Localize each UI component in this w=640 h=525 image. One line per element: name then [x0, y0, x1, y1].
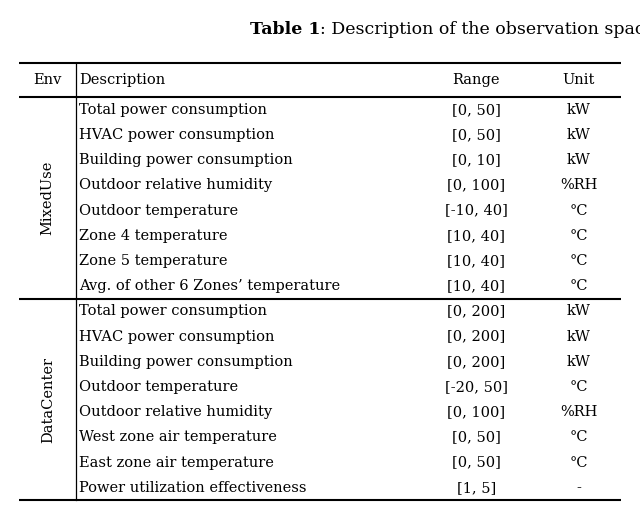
- Text: °C: °C: [570, 254, 588, 268]
- Text: Outdoor temperature: Outdoor temperature: [79, 204, 238, 217]
- Text: Power utilization effectiveness: Power utilization effectiveness: [79, 481, 307, 495]
- Text: %RH: %RH: [560, 405, 597, 419]
- Text: kW: kW: [567, 330, 591, 343]
- Text: Outdoor relative humidity: Outdoor relative humidity: [79, 178, 272, 192]
- Text: DataCenter: DataCenter: [41, 356, 55, 443]
- Text: [0, 200]: [0, 200]: [447, 304, 506, 318]
- Text: kW: kW: [567, 103, 591, 117]
- Text: Range: Range: [452, 73, 500, 87]
- Text: Outdoor temperature: Outdoor temperature: [79, 380, 238, 394]
- Text: HVAC power consumption: HVAC power consumption: [79, 330, 275, 343]
- Text: kW: kW: [567, 153, 591, 167]
- Text: [0, 200]: [0, 200]: [447, 330, 506, 343]
- Text: MixedUse: MixedUse: [41, 161, 55, 235]
- Text: Building power consumption: Building power consumption: [79, 153, 292, 167]
- Text: Description: Description: [79, 73, 165, 87]
- Text: Building power consumption: Building power consumption: [79, 355, 292, 369]
- Text: [0, 10]: [0, 10]: [452, 153, 500, 167]
- Text: kW: kW: [567, 128, 591, 142]
- Text: Zone 5 temperature: Zone 5 temperature: [79, 254, 227, 268]
- Text: : Description of the observation space.: : Description of the observation space.: [320, 21, 640, 38]
- Text: [0, 50]: [0, 50]: [452, 128, 501, 142]
- Text: °C: °C: [570, 204, 588, 217]
- Text: °C: °C: [570, 229, 588, 243]
- Text: °C: °C: [570, 279, 588, 293]
- Text: °C: °C: [570, 430, 588, 444]
- Text: kW: kW: [567, 355, 591, 369]
- Text: Total power consumption: Total power consumption: [79, 304, 267, 318]
- Text: °C: °C: [570, 456, 588, 469]
- Text: Env: Env: [33, 73, 62, 87]
- Text: Avg. of other 6 Zones’ temperature: Avg. of other 6 Zones’ temperature: [79, 279, 340, 293]
- Text: [1, 5]: [1, 5]: [457, 481, 496, 495]
- Text: Outdoor relative humidity: Outdoor relative humidity: [79, 405, 272, 419]
- Text: [0, 50]: [0, 50]: [452, 430, 501, 444]
- Text: °C: °C: [570, 380, 588, 394]
- Text: Total power consumption: Total power consumption: [79, 103, 267, 117]
- Text: kW: kW: [567, 304, 591, 318]
- Text: [10, 40]: [10, 40]: [447, 254, 506, 268]
- Text: %RH: %RH: [560, 178, 597, 192]
- Text: Zone 4 temperature: Zone 4 temperature: [79, 229, 227, 243]
- Text: West zone air temperature: West zone air temperature: [79, 430, 276, 444]
- Text: [0, 200]: [0, 200]: [447, 355, 506, 369]
- Text: Table 1: Table 1: [250, 21, 320, 38]
- Text: [10, 40]: [10, 40]: [447, 279, 506, 293]
- Text: -: -: [576, 481, 581, 495]
- Text: [0, 100]: [0, 100]: [447, 405, 506, 419]
- Text: [10, 40]: [10, 40]: [447, 229, 506, 243]
- Text: [-10, 40]: [-10, 40]: [445, 204, 508, 217]
- Text: Unit: Unit: [563, 73, 595, 87]
- Text: [0, 100]: [0, 100]: [447, 178, 506, 192]
- Text: [-20, 50]: [-20, 50]: [445, 380, 508, 394]
- Text: East zone air temperature: East zone air temperature: [79, 456, 274, 469]
- Text: [0, 50]: [0, 50]: [452, 103, 501, 117]
- Text: HVAC power consumption: HVAC power consumption: [79, 128, 275, 142]
- Text: [0, 50]: [0, 50]: [452, 456, 501, 469]
